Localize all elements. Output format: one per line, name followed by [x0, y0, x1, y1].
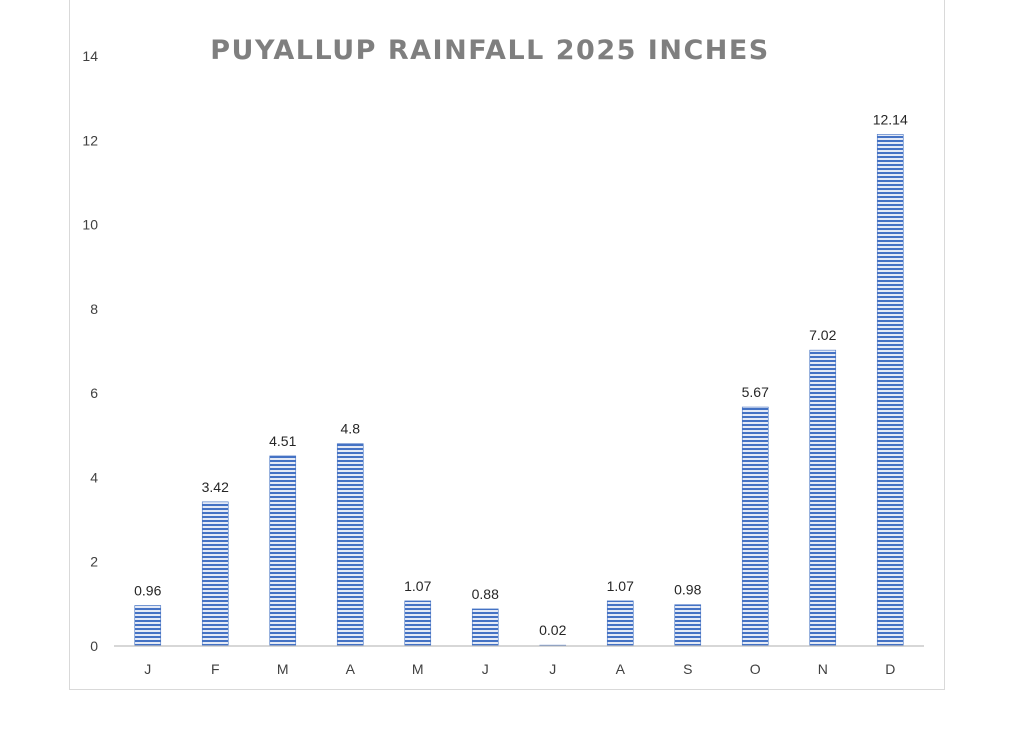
bar: [404, 600, 432, 647]
x-tick-label: J: [144, 661, 151, 677]
data-label: 4.51: [269, 433, 296, 449]
bar: [809, 349, 837, 647]
x-tick-label: O: [750, 661, 761, 677]
x-tick-label: J: [549, 661, 556, 677]
y-tick-label: 12: [82, 132, 98, 148]
data-labels-group: 0.96 3.42 4.51 4.8 1.07 0.88 0.02 1.07 0.98 5.67 7…: [134, 111, 908, 638]
x-tick-label: M: [412, 661, 424, 677]
data-label: 0.96: [134, 583, 161, 599]
data-label: 3.42: [202, 479, 229, 495]
data-label: 0.98: [674, 582, 701, 598]
bars-group: [134, 134, 904, 647]
bar: [134, 605, 162, 647]
bar: [201, 501, 229, 647]
data-label: 1.07: [607, 578, 634, 594]
x-tick-label: S: [683, 661, 692, 677]
y-tick-label: 8: [90, 301, 98, 317]
y-axis-ticks: 0 2 4 6 8 10 12 14: [82, 48, 98, 654]
data-label: 4.8: [341, 421, 361, 437]
bar: [336, 443, 364, 647]
x-tick-label: A: [616, 661, 626, 677]
y-tick-label: 4: [90, 469, 98, 485]
y-tick-label: 2: [90, 554, 98, 570]
chart-title: PUYALLUP RAINFALL 2025 INCHES: [210, 35, 770, 66]
x-tick-label: F: [211, 661, 220, 677]
bar: [471, 608, 499, 647]
data-label: 0.02: [539, 622, 566, 638]
data-label: 7.02: [809, 327, 836, 343]
bar: [876, 134, 904, 647]
y-tick-label: 6: [90, 385, 98, 401]
y-tick-label: 14: [82, 48, 98, 64]
x-tick-label: M: [277, 661, 289, 677]
bar: [674, 604, 702, 647]
data-label: 0.88: [472, 586, 499, 602]
bar: [606, 600, 634, 647]
data-label: 5.67: [742, 384, 769, 400]
y-tick-label: 0: [90, 638, 98, 654]
x-tick-label: J: [482, 661, 489, 677]
x-tick-label: N: [818, 661, 828, 677]
y-tick-label: 10: [82, 217, 98, 233]
data-label: 12.14: [873, 111, 908, 127]
bar: [269, 455, 297, 647]
x-tick-label: A: [346, 661, 356, 677]
bar: [741, 406, 769, 647]
data-label: 1.07: [404, 578, 431, 594]
x-tick-label: D: [885, 661, 895, 677]
